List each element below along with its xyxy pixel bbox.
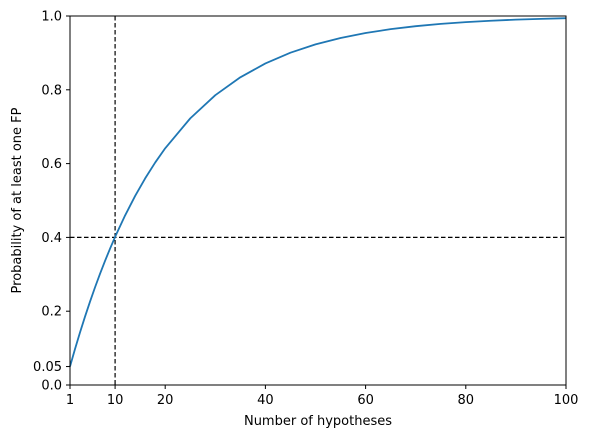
series-line [69,17,567,367]
x-tick-label: 20 [157,393,174,408]
y-tick-label: 0.8 [41,83,62,98]
x-tick-label: 60 [357,393,374,408]
y-tick-label: 0.6 [41,157,62,172]
plot-area [69,16,567,385]
x-tick-label: 10 [107,393,124,408]
axes-frame [69,15,567,386]
y-tick-label: 0.4 [41,231,62,246]
x-axis: 1 10 20 40 60 80 100 [66,385,579,408]
y-tick-label: 0.2 [41,305,62,320]
y-tick-label: 0.0 [41,379,62,394]
y-tick-label: 1.0 [41,10,62,25]
x-tick-label: 80 [458,393,475,408]
x-axis-label: Number of hypotheses [244,414,392,429]
y-tick-label: 0.05 [33,360,62,375]
x-tick-label: 100 [554,393,579,408]
y-axis: 0.0 0.05 0.2 0.4 0.6 0.8 1.0 [33,10,70,394]
y-axis-label: Probability of at least one FP [10,107,25,293]
x-tick-label: 40 [257,393,274,408]
x-tick-label: 1 [66,393,74,408]
